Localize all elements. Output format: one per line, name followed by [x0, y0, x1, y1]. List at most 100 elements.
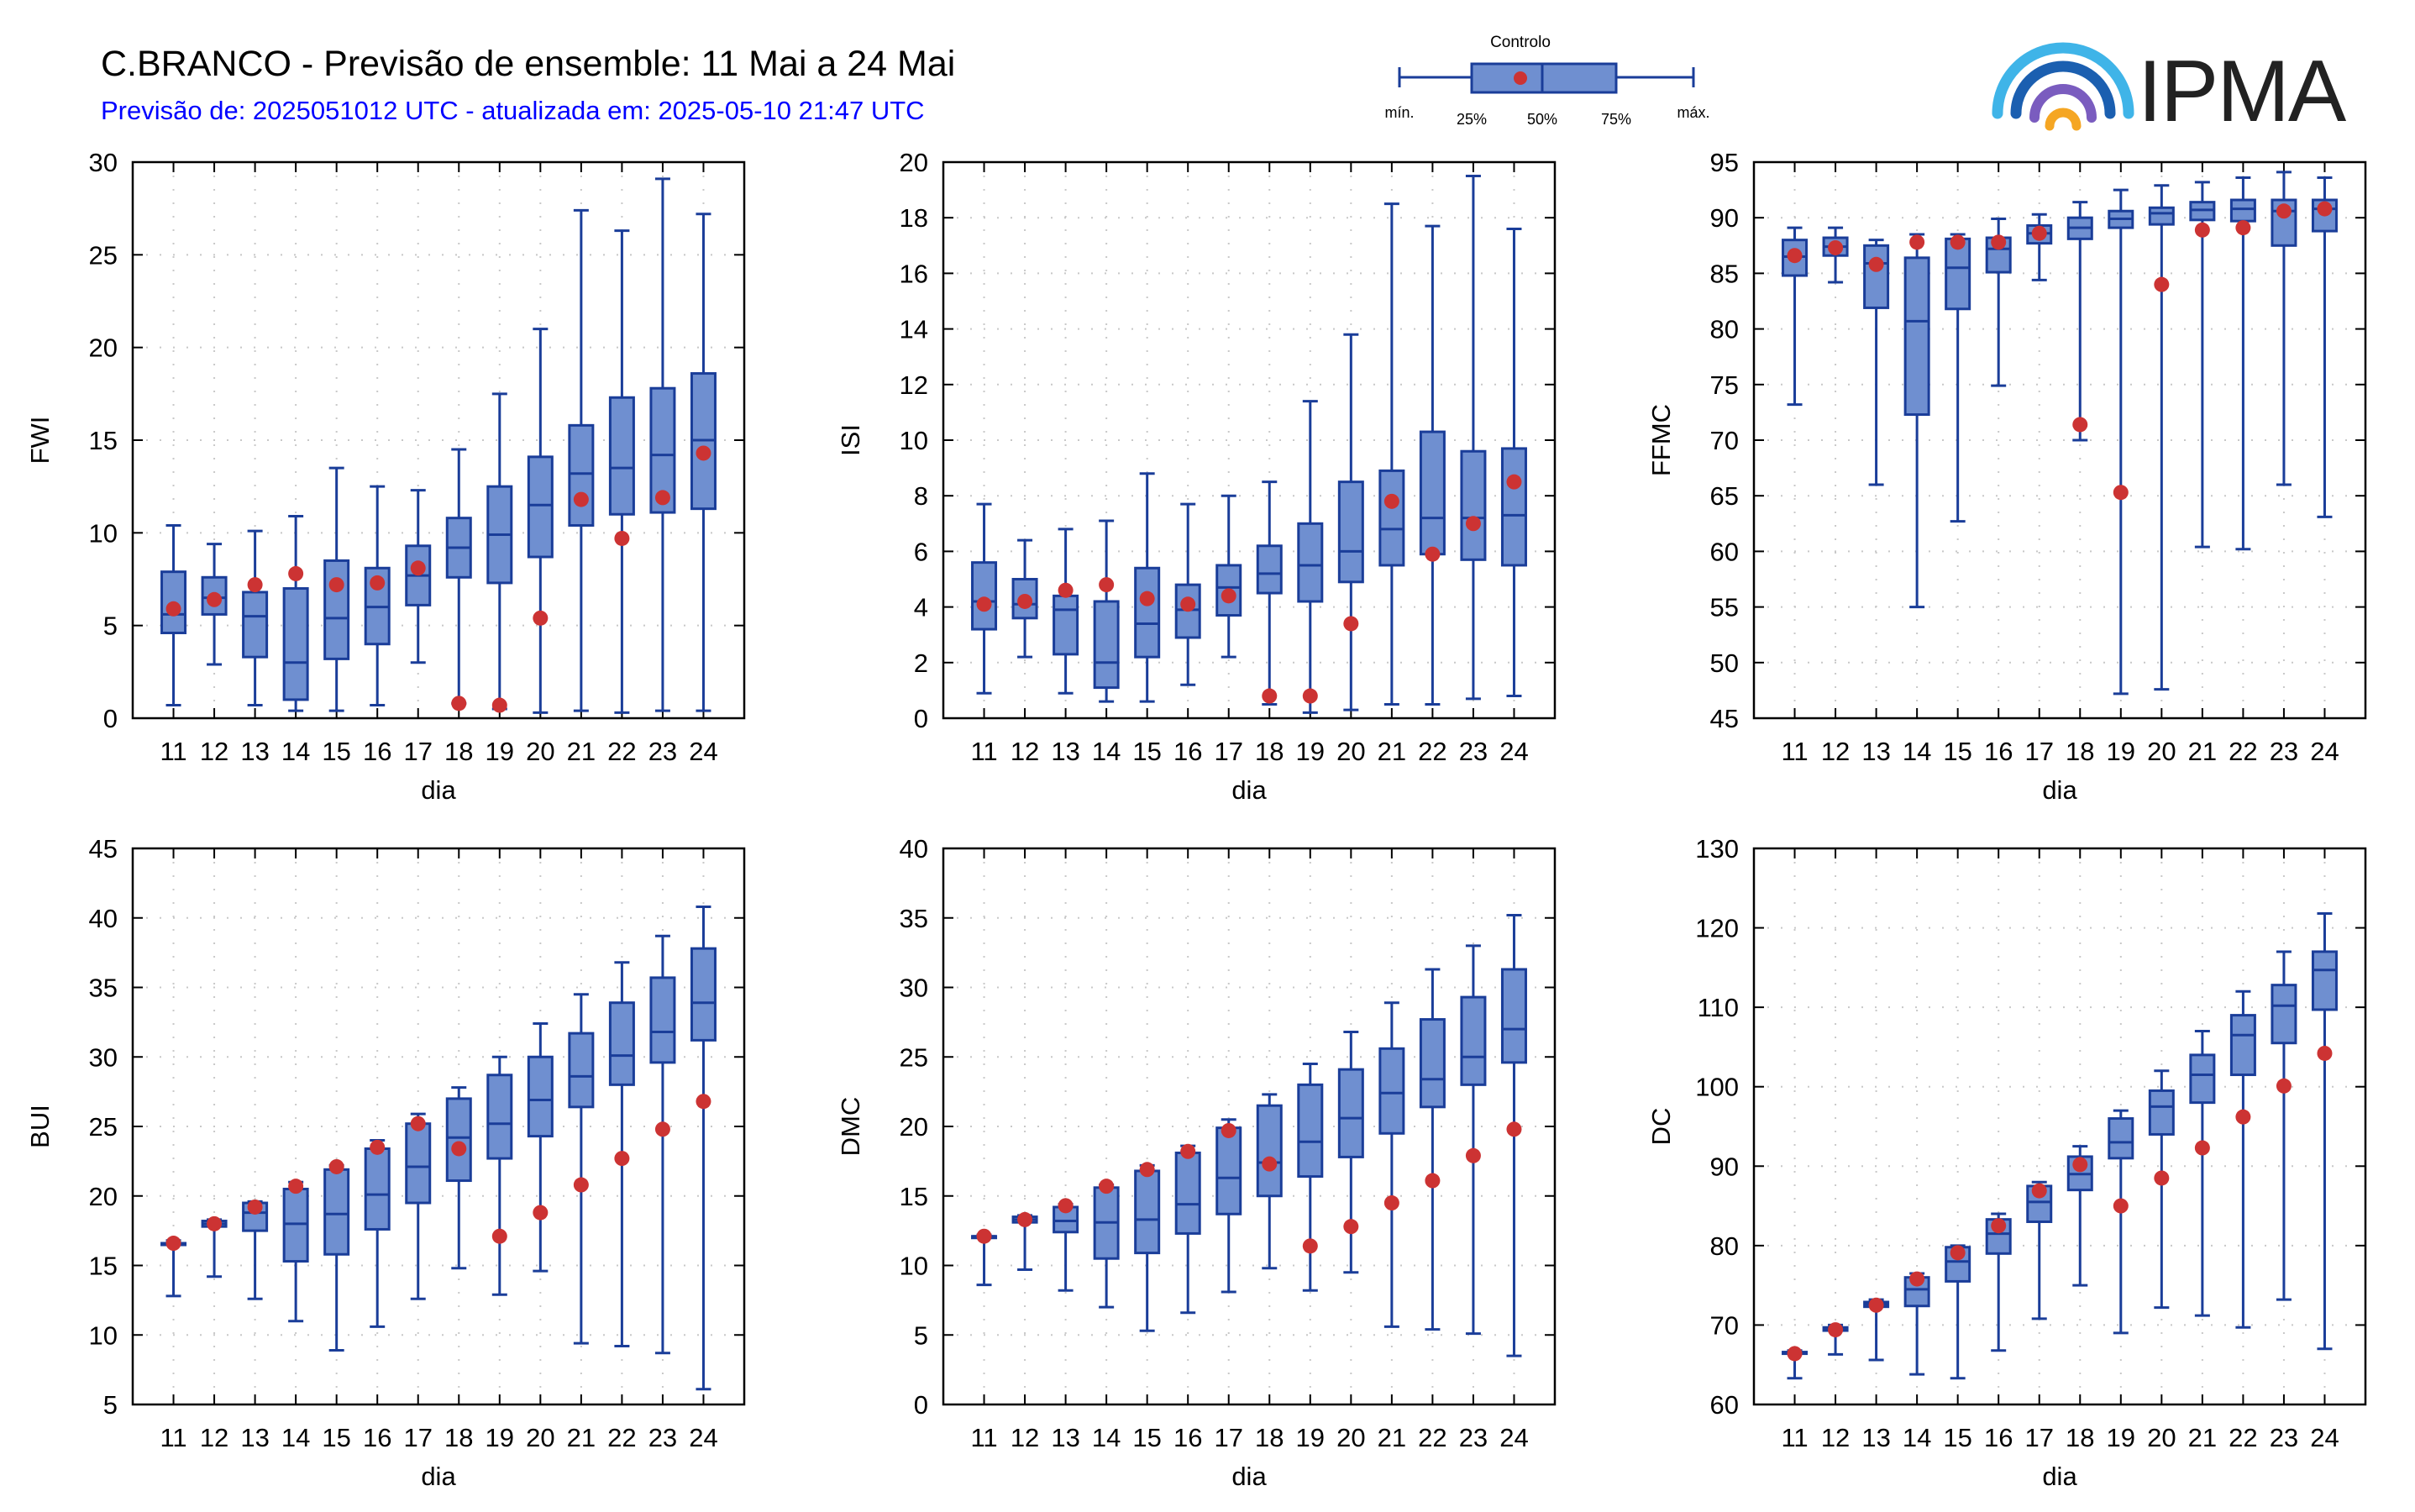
- x-tick-label: 20: [526, 737, 554, 766]
- control-point: [2194, 222, 2210, 238]
- y-tick-label: 20: [900, 1112, 928, 1142]
- x-tick-label: 11: [1781, 737, 1808, 766]
- x-tick-label: 15: [322, 737, 350, 766]
- y-tick-label: 80: [1710, 315, 1739, 344]
- iqr-box: [1297, 1083, 1324, 1179]
- iqr-box: [405, 1122, 432, 1205]
- control-point: [1180, 596, 1196, 612]
- control-point: [1991, 234, 2007, 250]
- y-tick-label: 90: [1710, 1152, 1739, 1181]
- x-tick-label: 24: [1499, 1423, 1528, 1452]
- y-axis-label: DC: [1646, 1108, 1676, 1146]
- control-point: [2154, 276, 2170, 292]
- plot-frame: [1752, 847, 2367, 1406]
- x-tick-label: 21: [2188, 737, 2217, 766]
- x-tick-label: 21: [567, 737, 596, 766]
- y-tick-label: 70: [1710, 1310, 1739, 1340]
- x-tick-label: 18: [1255, 1423, 1284, 1452]
- x-tick-label: 21: [2188, 1423, 2217, 1452]
- y-tick-label: 16: [900, 259, 928, 288]
- x-tick-label: 22: [2229, 737, 2257, 766]
- y-axis-label: DMC: [836, 1097, 865, 1157]
- iqr-box: [1419, 430, 1446, 556]
- iqr-box: [2271, 984, 2297, 1045]
- control-point: [2154, 1170, 2170, 1186]
- x-tick-label: 12: [1821, 737, 1850, 766]
- y-tick-label: 8: [914, 481, 928, 511]
- control-point: [1425, 546, 1441, 562]
- x-tick-label: 15: [1132, 1423, 1161, 1452]
- control-point: [2113, 1198, 2129, 1214]
- control-point: [654, 1121, 670, 1137]
- y-tick-label: 0: [914, 1390, 928, 1420]
- iqr-box: [242, 591, 269, 659]
- x-tick-label: 12: [200, 737, 228, 766]
- x-tick-label: 15: [1132, 737, 1161, 766]
- iqr-box: [2108, 1117, 2134, 1160]
- x-tick-label: 23: [1459, 1423, 1488, 1452]
- control-point: [2317, 201, 2333, 217]
- y-tick-label: 120: [1695, 914, 1739, 943]
- iqr-box: [1053, 594, 1079, 656]
- control-point: [1302, 1238, 1318, 1254]
- control-point: [533, 610, 549, 626]
- iqr-box: [2148, 1089, 2175, 1136]
- legend-control-dot: [1514, 71, 1527, 85]
- y-tick-label: 15: [89, 1252, 118, 1281]
- control-point: [1828, 239, 1844, 255]
- y-axis-label: FWI: [25, 417, 55, 465]
- iqr-box: [1903, 256, 1930, 417]
- iqr-box: [608, 1001, 635, 1086]
- y-tick-label: 45: [1710, 704, 1739, 733]
- x-tick-label: 20: [2147, 737, 2176, 766]
- y-tick-label: 40: [900, 834, 928, 864]
- control-point: [1017, 593, 1033, 609]
- control-point: [1787, 1346, 1803, 1362]
- y-tick-label: 85: [1710, 259, 1739, 288]
- x-tick-label: 13: [1051, 737, 1079, 766]
- y-axis-label: BUI: [25, 1105, 55, 1148]
- control-point: [1506, 474, 1522, 490]
- iqr-box: [1337, 480, 1364, 584]
- control-point: [247, 577, 263, 593]
- iqr-box: [282, 1187, 309, 1263]
- control-point: [1383, 493, 1399, 509]
- plot-frame: [942, 847, 1557, 1406]
- control-point: [1302, 688, 1318, 704]
- x-tick-label: 24: [2310, 737, 2339, 766]
- x-tick-label: 17: [2024, 737, 2053, 766]
- x-tick-label: 19: [2107, 737, 2135, 766]
- control-point: [1262, 1156, 1278, 1172]
- x-tick-label: 15: [322, 1423, 350, 1452]
- y-tick-label: 25: [89, 240, 118, 270]
- y-tick-label: 6: [914, 537, 928, 566]
- iqr-box: [1174, 1151, 1201, 1235]
- y-tick-label: 10: [89, 1320, 118, 1350]
- y-tick-label: 0: [914, 704, 928, 733]
- logo-arc-outer: [1992, 42, 2134, 119]
- x-tick-label: 12: [1821, 1423, 1850, 1452]
- y-tick-label: 20: [89, 1182, 118, 1211]
- control-point: [2072, 1157, 2088, 1173]
- y-tick-label: 55: [1710, 593, 1739, 622]
- iqr-box: [323, 559, 350, 660]
- y-tick-label: 14: [900, 315, 928, 344]
- x-tick-label: 17: [1214, 1423, 1242, 1452]
- x-tick-label: 11: [160, 737, 186, 766]
- control-point: [1099, 577, 1115, 593]
- control-point: [1950, 234, 1966, 250]
- x-tick-label: 24: [1499, 737, 1528, 766]
- control-point: [370, 575, 386, 591]
- x-tick-label: 18: [2066, 737, 2094, 766]
- y-tick-label: 35: [900, 904, 928, 933]
- y-tick-label: 60: [1710, 1390, 1739, 1420]
- control-point: [207, 1215, 223, 1231]
- iqr-box: [1297, 522, 1324, 603]
- control-point: [1465, 516, 1481, 532]
- plot-frame: [1752, 160, 2367, 720]
- control-point: [1180, 1143, 1196, 1159]
- y-tick-label: 10: [900, 426, 928, 455]
- y-tick-label: 40: [89, 904, 118, 933]
- y-tick-label: 30: [89, 1042, 118, 1072]
- control-point: [1506, 1121, 1522, 1137]
